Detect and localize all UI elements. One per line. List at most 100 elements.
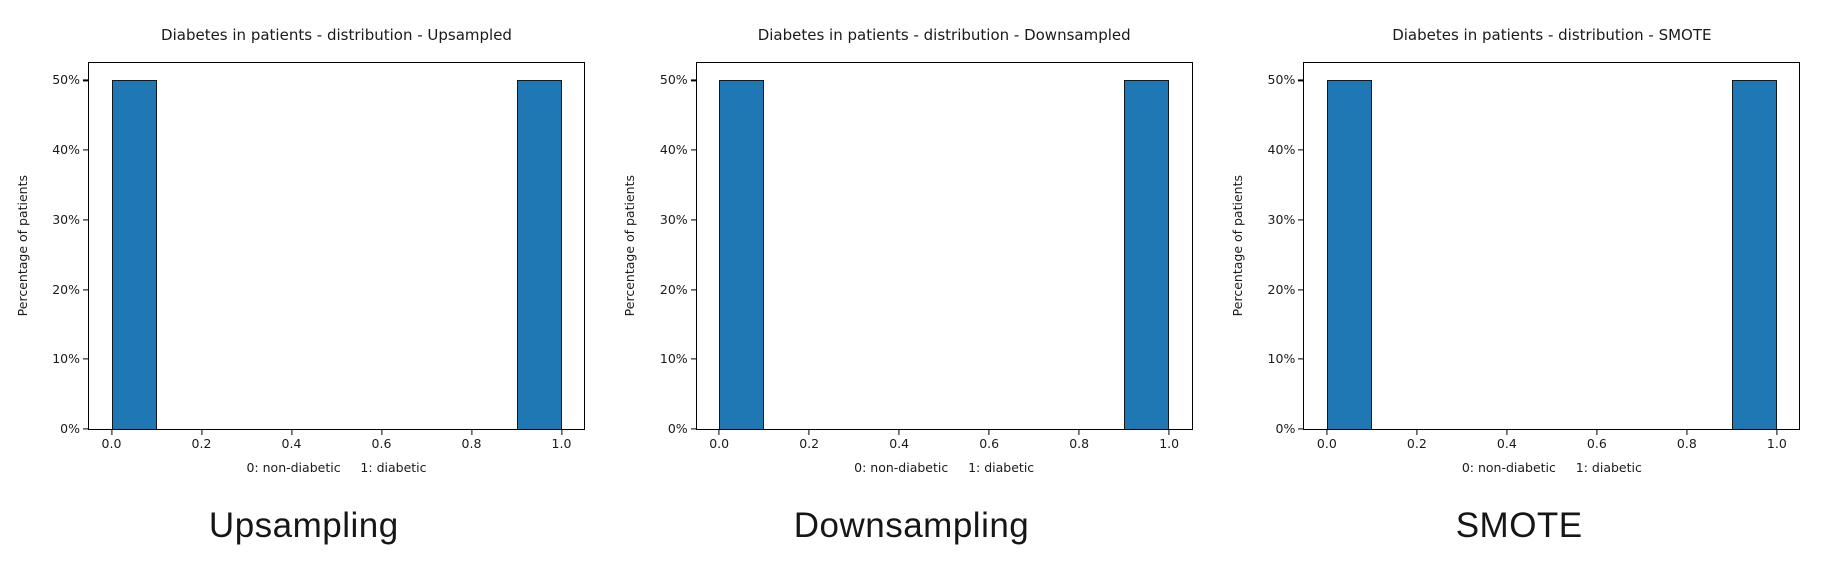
x-tick-mark <box>808 430 810 435</box>
y-tick-label: 0% <box>1275 420 1296 436</box>
figure-downsampled: Diabetes in patients - distribution - Do… <box>608 0 1216 502</box>
x-tick-mark <box>470 430 473 435</box>
x-tick-label: 0.6 <box>371 436 392 451</box>
y-tick-label: 30% <box>659 211 688 227</box>
y-tick-label: 50% <box>1267 72 1296 88</box>
chart-title: Diabetes in patients - distribution - Do… <box>757 26 1131 44</box>
chart-panel-downsampling: Diabetes in patients - distribution - Do… <box>608 0 1216 581</box>
y-tick-mark <box>1298 288 1304 291</box>
x-tick-mark <box>110 430 113 435</box>
x-tick-label: 0.0 <box>709 436 730 451</box>
y-axis-label: Percentage of patients <box>1229 175 1245 317</box>
x-tick-label: 0.8 <box>1069 436 1090 451</box>
x-tick-mark <box>1506 430 1508 435</box>
x-tick-mark <box>1168 430 1170 435</box>
caption-downsampling: Downsampling <box>793 506 1030 545</box>
y-tick-mark <box>690 428 696 430</box>
x-tick-mark <box>898 430 900 435</box>
figure-smote: Diabetes in patients - distribution - SM… <box>1215 0 1823 502</box>
y-axis-label: Percentage of patients <box>14 175 30 317</box>
x-tick-label: 0.6 <box>979 436 1000 451</box>
x-tick-mark <box>1596 430 1598 435</box>
x-tick-mark <box>1078 430 1080 435</box>
histogram-bar <box>516 80 562 429</box>
histogram-bar <box>1124 80 1170 429</box>
x-tick-mark <box>200 430 203 435</box>
y-tick-mark <box>1298 358 1304 360</box>
y-tick-mark <box>83 428 88 430</box>
y-tick-label: 50% <box>659 72 688 88</box>
y-tick-label: 20% <box>1267 281 1296 297</box>
x-axis-label: 0: non-diabetic 1: diabetic <box>854 460 1035 475</box>
x-tick-label: 0.2 <box>799 436 820 451</box>
x-tick-label: 0.8 <box>461 436 482 451</box>
x-tick-mark <box>290 430 293 435</box>
x-tick-mark <box>988 430 990 435</box>
x-tick-label: 1.0 <box>1159 436 1180 451</box>
y-tick-mark <box>690 149 696 151</box>
x-tick-label: 0.2 <box>1406 436 1427 451</box>
y-tick-label: 0% <box>667 420 688 436</box>
y-tick-mark <box>1298 79 1304 82</box>
chart-title: Diabetes in patients - distribution - Up… <box>161 26 512 44</box>
y-tick-mark <box>1298 149 1304 151</box>
y-tick-mark <box>690 358 696 360</box>
x-tick-label: 0.8 <box>1676 436 1697 451</box>
y-tick-mark <box>690 288 696 291</box>
figure-upsampled: Diabetes in patients - distribution - Up… <box>0 0 608 502</box>
histogram-bar <box>1731 80 1777 429</box>
x-axis-label: 0: non-diabetic 1: diabetic <box>246 460 427 475</box>
y-tick-mark <box>690 79 696 82</box>
y-tick-mark <box>1298 219 1304 221</box>
y-tick-mark <box>83 219 88 221</box>
x-tick-label: 0.4 <box>281 436 302 451</box>
y-tick-mark <box>1298 428 1304 430</box>
y-tick-label: 40% <box>659 141 688 157</box>
y-axis-label: Percentage of patients <box>622 175 638 317</box>
y-tick-label: 10% <box>1267 351 1296 367</box>
y-tick-mark <box>83 79 88 82</box>
x-tick-mark <box>718 430 720 435</box>
y-tick-mark <box>83 149 88 151</box>
y-tick-label: 10% <box>659 351 688 367</box>
histogram-bar <box>1326 80 1372 429</box>
y-tick-label: 40% <box>52 141 80 157</box>
x-axis-label: 0: non-diabetic 1: diabetic <box>1461 460 1642 475</box>
x-tick-mark <box>1416 430 1418 435</box>
y-tick-label: 10% <box>52 351 80 367</box>
y-tick-mark <box>83 288 88 291</box>
caption-upsampling: Upsampling <box>208 506 399 545</box>
y-tick-label: 30% <box>52 211 80 227</box>
y-tick-mark <box>690 219 696 221</box>
chart-panel-upsampling: Diabetes in patients - distribution - Up… <box>0 0 608 581</box>
plot-area: 0% 10% 20% 30% 40% 50% 0.0 0.2 0.4 0.6 0.8 1.0 <box>660 62 1193 450</box>
x-tick-label: 0.4 <box>1496 436 1517 451</box>
y-tick-label: 20% <box>52 281 80 297</box>
x-tick-mark <box>380 430 383 435</box>
x-tick-label: 0.2 <box>191 436 212 451</box>
x-tick-label: 1.0 <box>1766 436 1787 451</box>
x-tick-label: 0.0 <box>101 436 122 451</box>
x-tick-label: 0.6 <box>1586 436 1607 451</box>
histogram-bar <box>111 80 157 429</box>
y-tick-label: 0% <box>60 420 80 436</box>
plot-area: 0% 10% 20% 30% 40% 50% 0.0 0.2 0.4 0.6 0.8 1.0 <box>1268 62 1801 450</box>
x-tick-mark <box>1776 430 1778 435</box>
chart-panel-smote: Diabetes in patients - distribution - SM… <box>1215 0 1823 581</box>
x-tick-label: 0.4 <box>889 436 910 451</box>
histogram-bar <box>719 80 765 429</box>
caption-smote: SMOTE <box>1455 506 1583 545</box>
y-tick-label: 50% <box>52 72 80 88</box>
x-tick-label: 1.0 <box>551 436 572 451</box>
y-tick-label: 20% <box>659 281 688 297</box>
x-tick-label: 0.0 <box>1316 436 1337 451</box>
plot-area: 0% 10% 20% 30% 40% 50% 0.0 0.2 0.4 0.6 0.8 1.0 <box>52 62 585 450</box>
x-tick-mark <box>560 430 563 435</box>
y-tick-mark <box>83 358 88 360</box>
y-tick-label: 30% <box>1267 211 1296 227</box>
x-tick-mark <box>1326 430 1328 435</box>
y-tick-label: 40% <box>1267 141 1296 157</box>
chart-title: Diabetes in patients - distribution - SM… <box>1392 26 1712 44</box>
x-tick-mark <box>1686 430 1688 435</box>
